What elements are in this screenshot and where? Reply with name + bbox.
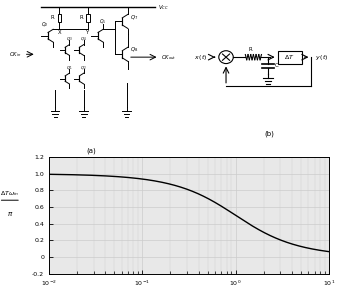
Text: R: R [50, 15, 54, 20]
Text: $Q_3$: $Q_3$ [66, 36, 72, 43]
Text: $Q_1$: $Q_1$ [66, 65, 72, 72]
Text: (b): (b) [265, 131, 274, 137]
Text: $Q_7$: $Q_7$ [130, 13, 138, 22]
Text: $CK_{in}$: $CK_{in}$ [9, 50, 21, 59]
Text: R: R [248, 47, 252, 52]
Text: $Q_2$: $Q_2$ [41, 20, 48, 29]
Bar [278, 51, 302, 63]
Text: R: R [79, 15, 83, 20]
Text: $Q_8$: $Q_8$ [130, 46, 138, 54]
Text: $Q_2$: $Q_2$ [80, 65, 87, 72]
X-axis label: $RC\omega_{in}$: $RC\omega_{in}$ [178, 290, 200, 291]
Bar [86, 14, 90, 22]
Bar [58, 14, 61, 22]
Text: $\pi$: $\pi$ [7, 210, 13, 217]
Text: (a): (a) [86, 148, 96, 154]
Text: $Q_4$: $Q_4$ [80, 36, 87, 43]
Text: $CK_{out}$: $CK_{out}$ [161, 53, 176, 62]
Text: $\Delta T$: $\Delta T$ [285, 53, 295, 61]
Text: $\Delta T\omega_{in}$: $\Delta T\omega_{in}$ [0, 189, 19, 198]
Text: C: C [275, 63, 279, 68]
Text: $V_{CC}$: $V_{CC}$ [158, 3, 169, 12]
Text: X: X [58, 30, 61, 36]
Text: $Q_5$: $Q_5$ [99, 18, 107, 26]
Text: $x\,(t)$: $x\,(t)$ [194, 53, 208, 62]
Text: Y: Y [86, 30, 90, 36]
Text: $y\,(t)$: $y\,(t)$ [315, 53, 328, 62]
